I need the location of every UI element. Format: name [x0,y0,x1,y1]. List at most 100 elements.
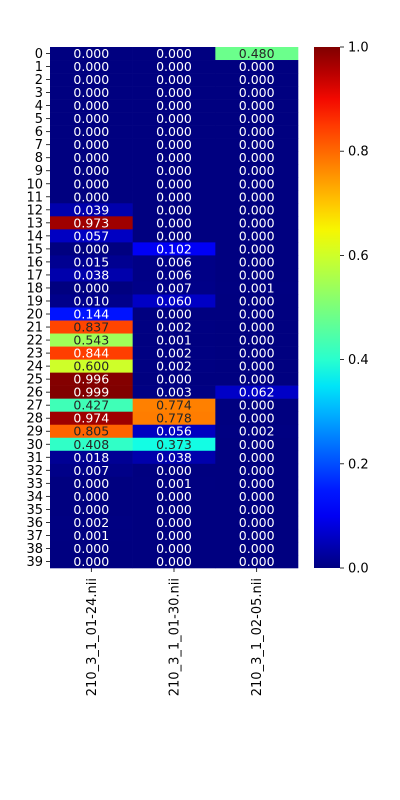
heatmap-cell [215,372,299,386]
row-tick-label: 10 [26,177,43,192]
cell-annotation: 0.060 [156,293,192,308]
heatmap-cells [50,47,299,569]
cell-annotation: 0.000 [73,111,109,126]
cell-annotation: 0.000 [239,254,275,269]
heatmap-cell [215,138,299,152]
cell-annotation: 0.000 [239,267,275,282]
heatmap-cell [132,294,216,308]
column-tick-labels: 210_3_1_01-24.nii 210_3_1_01-30.nii 210_3_… [85,568,265,696]
heatmap-cell [50,216,133,230]
cell-annotation: 0.006 [156,267,192,282]
cell-annotation: 0.000 [73,476,109,491]
cell-annotation: 0.837 [73,320,109,335]
row-tick-label: 32 [26,464,43,479]
heatmap-cell [215,281,299,295]
column-tick-label: 210_3_1_01-30.nii [168,578,183,696]
heatmap-cell [50,541,133,556]
row-tick-label: 9 [35,164,43,179]
cell-annotation: 0.600 [73,359,109,374]
heatmap-cell [50,320,133,334]
cell-annotation: 0.000 [239,176,275,191]
heatmap-cell [50,359,133,373]
cell-annotation: 0.000 [73,163,109,178]
row-tick-label: 17 [26,268,43,283]
cell-annotation: 0.000 [73,150,109,165]
heatmap-cell [215,437,299,452]
heatmap-cell [50,398,133,412]
cell-annotation: 0.000 [239,59,275,74]
row-tick-label: 24 [26,360,43,375]
cell-annotation: 0.102 [156,241,192,256]
heatmap-cell [215,151,299,165]
row-tick-label: 36 [26,516,43,531]
cell-annotation: 0.007 [73,463,109,478]
heatmap-cell [50,229,133,243]
cell-annotation: 0.000 [239,137,275,152]
cell-annotation: 0.000 [156,85,192,100]
row-tick-labels: 0123456789101112131415161718192021222324… [26,47,50,570]
cell-annotation: 0.000 [156,528,192,543]
cell-annotation: 0.001 [156,476,192,491]
heatmap-cell [132,463,216,478]
cell-annotation: 0.062 [239,385,275,400]
cell-annotation: 0.039 [73,202,109,217]
row-tick-label: 25 [26,373,43,388]
heatmap-cell [215,229,299,243]
heatmap-cell [132,60,216,74]
cell-annotation: 0.000 [156,150,192,165]
column-tick-label: 210_3_1_01-24.nii [85,578,100,696]
heatmap-cell [215,255,299,269]
heatmap-cell [215,398,299,412]
cell-annotation: 0.000 [156,137,192,152]
cell-annotation: 0.000 [156,515,192,530]
heatmap-cell [215,333,299,347]
cell-annotation: 0.000 [156,489,192,504]
heatmap-cell [215,86,299,100]
heatmap-cell [50,372,133,386]
cell-annotation: 0.015 [73,254,109,269]
cell-annotation: 0.000 [239,241,275,256]
column-tick-label: 210_3_1_02-05.nii [250,578,265,696]
heatmap-cell [215,476,299,491]
heatmap-cell [50,203,133,217]
cell-annotation: 0.000 [156,176,192,191]
cell-annotation: 0.000 [239,189,275,204]
cell-annotation: 0.000 [239,320,275,335]
heatmap-cell [50,515,133,530]
cell-annotation: 0.000 [156,189,192,204]
heatmap-cell [215,489,299,504]
cell-annotation: 0.000 [239,163,275,178]
row-tick-label: 14 [26,229,43,244]
heatmap-cell [132,333,216,347]
cell-annotation: 0.000 [73,98,109,113]
cell-annotation: 0.001 [156,333,192,348]
heatmap-cell [215,424,299,439]
heatmap-cell [215,320,299,334]
cell-annotation: 0.000 [239,489,275,504]
heatmap-cell [215,346,299,360]
heatmap-cell [50,177,133,191]
heatmap-cell [215,450,299,465]
heatmap-cell [215,359,299,373]
heatmap-cell [215,125,299,139]
heatmap-cell [215,515,299,530]
heatmap-cell [132,242,216,256]
cell-annotation: 0.056 [156,424,192,439]
row-tick-label: 6 [35,125,43,140]
cell-annotation: 0.805 [73,424,109,439]
row-tick-label: 34 [26,490,43,505]
colorbar [314,47,340,568]
heatmap-cell [50,99,133,113]
heatmap-cell [132,385,216,399]
row-tick-label: 21 [26,321,43,336]
row-tick-label: 29 [26,425,43,440]
cell-annotation: 0.000 [239,372,275,387]
cell-annotation: 0.000 [156,307,192,322]
heatmap-cell [50,502,133,517]
heatmap-cell [132,125,216,139]
cell-annotation: 0.480 [239,46,275,61]
row-tick-label: 0 [35,47,43,62]
heatmap-cell [215,463,299,478]
row-tick-label: 31 [26,451,43,466]
